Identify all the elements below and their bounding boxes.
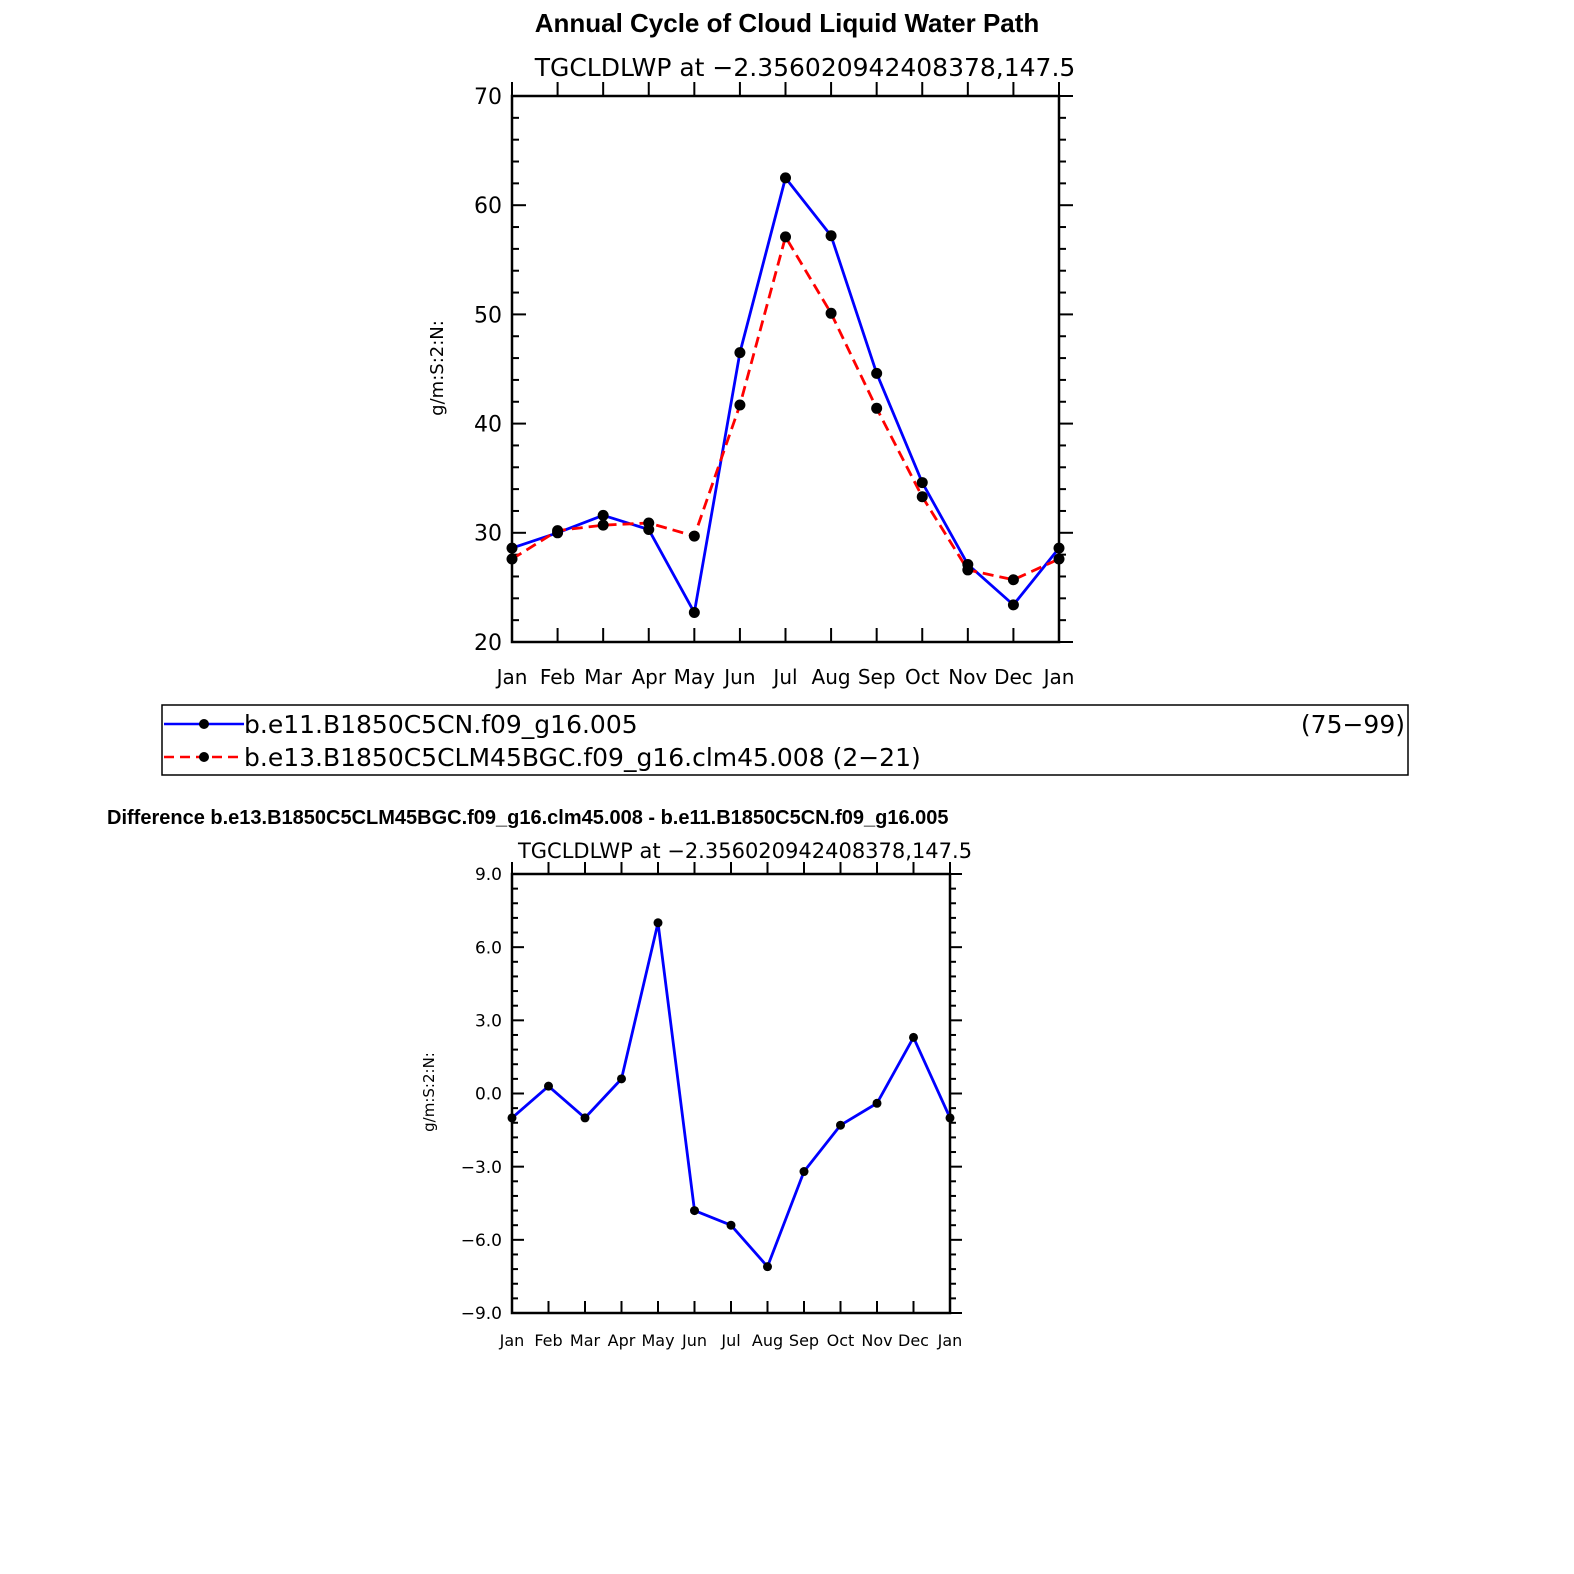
diff-series-1-point — [726, 1220, 736, 1230]
diff-x-tick-label: Dec — [898, 1331, 929, 1350]
cycle-series-1-point — [780, 172, 791, 184]
cycle-series-2-point — [780, 231, 791, 243]
cycle-series-2-point — [825, 307, 837, 319]
diff-x-tick-label: Apr — [608, 1331, 636, 1350]
cycle-y-tick-label: 60 — [474, 194, 502, 219]
diff-series-1-point — [872, 1098, 882, 1108]
diff-series-1-point — [580, 1113, 590, 1123]
cycle-x-tick-label: May — [674, 665, 716, 689]
diff-x-tick-label: Oct — [827, 1331, 855, 1350]
cycle-series-1-point — [597, 509, 609, 521]
cycle-series-2-point — [734, 399, 746, 411]
cycle-y-tick-label: 40 — [474, 413, 502, 438]
legend-years-series-2: (2−21) — [833, 743, 921, 772]
legend-marker-series-1 — [199, 719, 209, 729]
cycle-series-2-point — [962, 564, 974, 576]
cycle-y-tick-label: 30 — [474, 522, 502, 547]
diff-series-1-point — [507, 1113, 517, 1123]
cycle-x-tick-label: Apr — [631, 665, 666, 689]
diff-series-1-point — [653, 918, 663, 928]
legend-years-series-1: (75−99) — [1301, 710, 1405, 739]
legend-marker-series-2 — [199, 752, 209, 762]
difference-subtitle: TGCLDLWP at −2.356020942408378,147.5 — [517, 839, 972, 863]
cycle-x-tick-label: Nov — [948, 665, 987, 689]
diff-y-tick-label: 3.0 — [475, 1011, 502, 1031]
cycle-series-2-point — [871, 402, 883, 414]
cycle-x-tick-label: Sep — [858, 665, 896, 689]
cycle-series-2-point — [506, 553, 518, 565]
cycle-y-tick-label: 50 — [474, 303, 502, 328]
annual-cycle-plot: 20 30 40 50 60 70 Jan Feb Mar Apr May Jun Jul Aug Sep O… — [474, 82, 1074, 689]
cycle-x-tick-label: Jul — [771, 665, 797, 689]
cycle-series-1-point — [916, 477, 928, 489]
cycle-y-tick-label: 70 — [474, 85, 502, 110]
diff-y-tick-label: 9.0 — [475, 865, 502, 885]
diff-series-line-1 — [511, 921, 952, 1269]
cycle-series-1-point — [871, 367, 883, 379]
diff-x-tick-label: Jun — [681, 1331, 707, 1350]
cycle-series-2-point — [597, 519, 609, 531]
cycle-series-1-point — [734, 347, 746, 359]
cycle-series-line-2 — [511, 235, 1060, 582]
legend-name-series-2: b.e13.B1850C5CLM45BGC.f09_g16.clm45.008 — [244, 743, 825, 772]
cycle-series-2-point — [1007, 574, 1019, 586]
diff-series-1-point — [763, 1262, 772, 1272]
cycle-x-tick-label: Jan — [495, 665, 528, 689]
cycle-x-tick-label: Oct — [905, 665, 940, 689]
chart-title: Annual Cycle of Cloud Liquid Water Path — [535, 8, 1040, 38]
diff-x-tick-label: Jul — [720, 1331, 740, 1350]
cycle-series-1-point — [688, 607, 700, 619]
cycle-x-tick-label: Dec — [994, 665, 1033, 689]
diff-series-1-point — [617, 1074, 626, 1084]
diff-x-tick-label: May — [641, 1331, 674, 1350]
cycle-series-line-1 — [511, 176, 1061, 614]
diff-x-tick-label: Jan — [499, 1331, 525, 1350]
diff-y-tick-label: −6.0 — [461, 1231, 502, 1251]
diff-series-1-point — [690, 1206, 699, 1216]
diff-y-tick-label: 6.0 — [475, 938, 502, 958]
diff-x-tick-label: Mar — [570, 1331, 601, 1350]
diff-series-1-point — [544, 1081, 553, 1091]
cycle-y-tick-label: 20 — [474, 631, 502, 656]
diff-plot-frame — [510, 872, 952, 1315]
diff-x-tick-label: Nov — [861, 1331, 892, 1350]
cycle-series-2-point — [552, 525, 564, 537]
cycle-series-2-point — [1053, 553, 1065, 565]
cycle-series-1-point — [1053, 542, 1065, 554]
cycle-series-1-point — [825, 230, 837, 242]
diff-y-tick-label: −3.0 — [461, 1158, 502, 1178]
difference-plot: −9.0 −6.0 −3.0 0.0 3.0 6.0 9.0 Jan Feb Mar Apr May J… — [461, 862, 963, 1350]
diff-series-1-point — [909, 1032, 918, 1042]
cycle-series-1-point — [506, 542, 518, 554]
legend-label-series-2: b.e13.B1850C5CLM45BGC.f09_g16.clm45.008 … — [244, 743, 921, 772]
diff-series-1-point — [945, 1113, 955, 1123]
diff-y-tick-label: 0.0 — [475, 1085, 502, 1105]
difference-y-axis-label: g/m:S:2:N: — [420, 1052, 438, 1132]
legend-label-series-1: b.e11.B1850C5CN.f09_g16.005 — [244, 710, 638, 739]
diff-series-1-point — [799, 1167, 809, 1177]
cycle-series-2-point — [688, 530, 700, 542]
diff-x-tick-label: Feb — [534, 1331, 562, 1350]
legend: b.e11.B1850C5CN.f09_g16.005 (75−99) b.e1… — [161, 704, 1409, 776]
cycle-x-tick-label: Jan — [1042, 665, 1075, 689]
cycle-x-tick-label: Aug — [812, 665, 851, 689]
cycle-series-2-point — [916, 491, 928, 503]
diff-x-tick-label: Jan — [937, 1331, 963, 1350]
cycle-x-tick-label: Mar — [584, 665, 623, 689]
legend-box — [161, 704, 1409, 776]
chart-subtitle: TGCLDLWP at −2.356020942408378,147.5 — [534, 53, 1076, 82]
diff-y-tick-label: −9.0 — [461, 1304, 502, 1324]
diff-x-tick-label: Sep — [789, 1331, 819, 1350]
cycle-series-2-point — [643, 517, 655, 529]
cycle-x-tick-label: Jun — [722, 665, 755, 689]
cycle-x-tick-label: Feb — [540, 665, 575, 689]
diff-x-tick-label: Aug — [752, 1331, 783, 1350]
cycle-series-1-point — [1007, 599, 1019, 611]
difference-title: Difference b.e13.B1850C5CLM45BGC.f09_g16… — [107, 807, 949, 829]
y-axis-label: g/m:S:2:N: — [427, 320, 448, 416]
diff-series-1-point — [836, 1120, 845, 1130]
